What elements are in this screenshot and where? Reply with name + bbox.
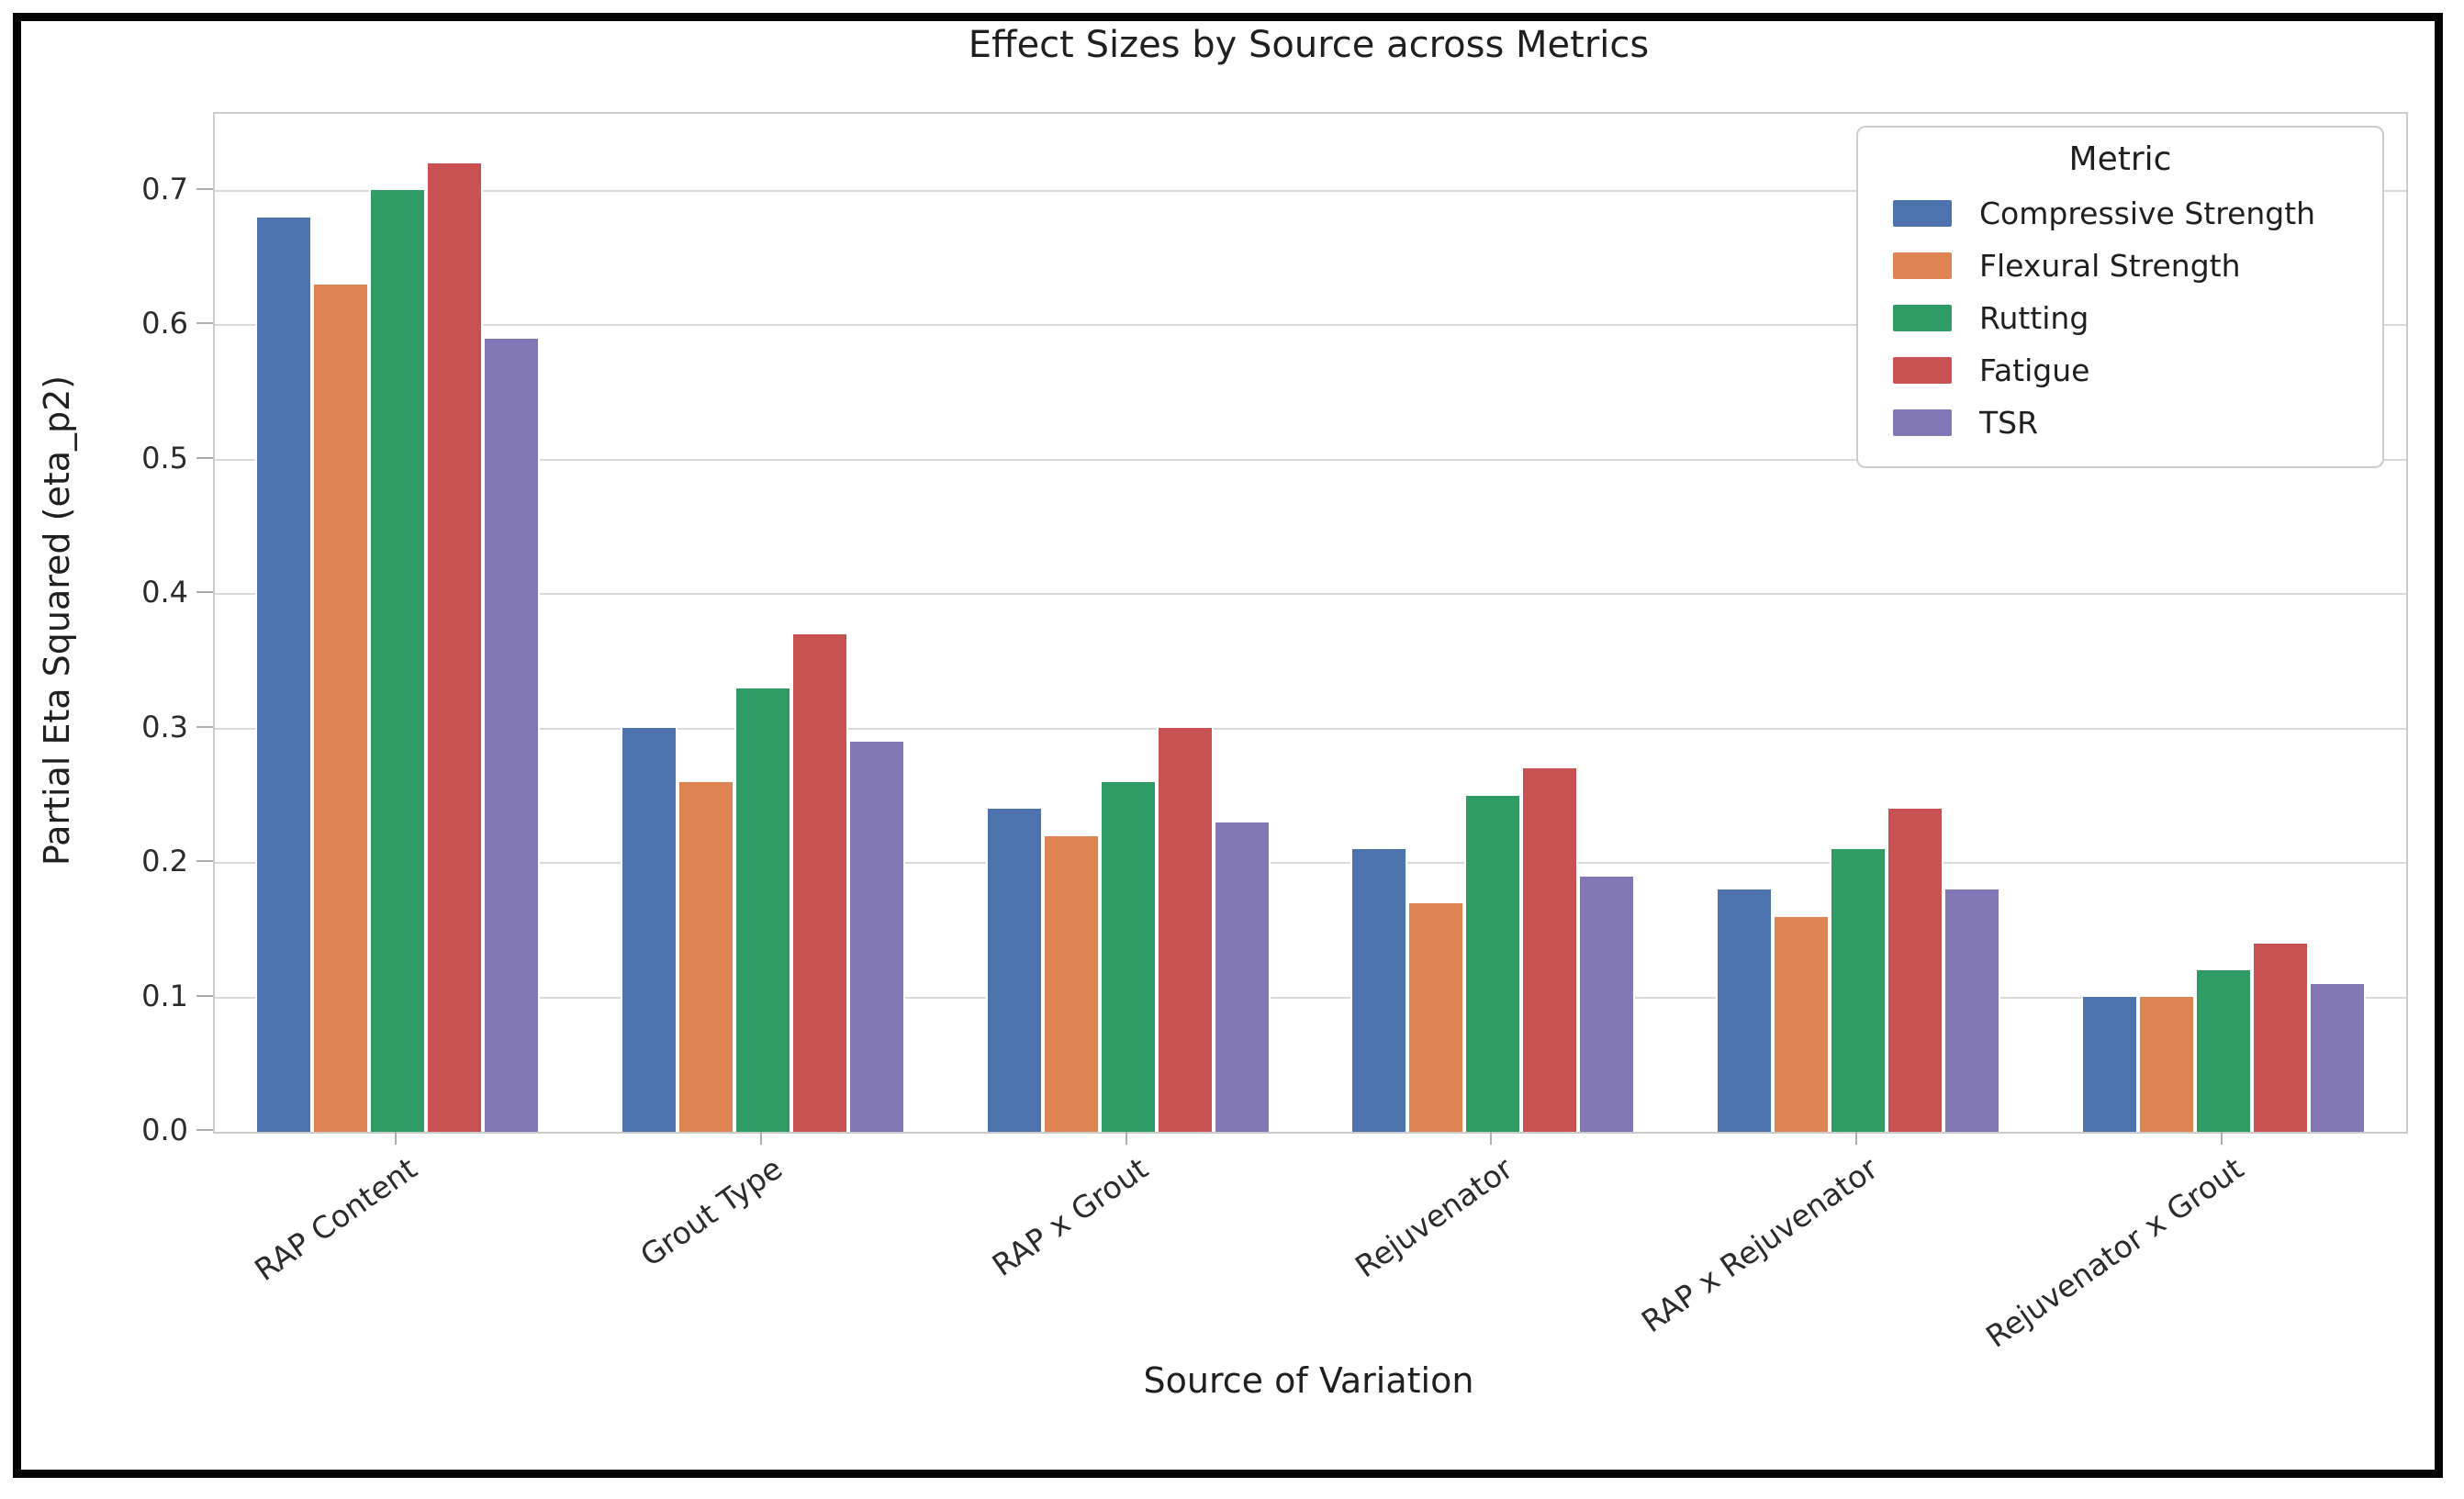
legend-item-compressive-strength: Compressive Strength: [1858, 187, 2382, 240]
y-tick-mark-0.0: [196, 1129, 213, 1131]
gridline-0.1: [215, 996, 2406, 999]
y-tick-label-0.5: 0.5: [141, 440, 188, 475]
x-tick-mark-rap-content: [394, 1132, 397, 1145]
gridline-0.6: [215, 324, 2406, 326]
legend-label-rutting: Rutting: [1979, 300, 2089, 336]
gridline-0.2: [215, 862, 2406, 864]
y-tick-mark-0.4: [196, 591, 213, 593]
bar-tsr-rejuvenator-x-grout: [2309, 984, 2367, 1132]
x-tick-mark-grout-type: [759, 1132, 762, 1145]
bar-flexural-strength-grout-type: [677, 782, 734, 1132]
y-axis-title-text: Partial Eta Squared (eta_p2): [37, 375, 77, 867]
bar-flexural-strength-rap-x-rejuvenator: [1773, 917, 1831, 1132]
bar-fatigue-rejuvenator-x-grout: [2252, 944, 2310, 1132]
legend-item-fatigue: Fatigue: [1858, 344, 2382, 397]
bar-rutting-rejuvenator: [1464, 796, 1522, 1132]
bar-tsr-rap-content: [482, 339, 540, 1132]
y-tick-label-0.7: 0.7: [141, 171, 188, 207]
legend: Metric Compressive Strength Flexural Stre…: [1856, 126, 2384, 468]
x-tick-mark-rejuvenator: [1490, 1132, 1493, 1145]
bar-tsr-rap-x-rejuvenator: [1943, 889, 2001, 1132]
bar-rutting-rejuvenator-x-grout: [2195, 970, 2253, 1132]
bar-rutting-rap-x-rejuvenator: [1830, 849, 1887, 1132]
y-tick-mark-0.5: [196, 456, 213, 459]
legend-label-flexural-strength: Flexural Strength: [1979, 248, 2241, 284]
bar-compressive-strength-rejuvenator: [1350, 849, 1408, 1132]
bar-group-rejuvenator-x-grout: [2081, 944, 2367, 1132]
y-tick-label-0.3: 0.3: [141, 709, 188, 744]
legend-items: Compressive Strength Flexural Strength Rut…: [1858, 187, 2382, 449]
legend-swatch-flexural-strength: [1893, 252, 1952, 279]
y-tick-label-0.0: 0.0: [141, 1113, 188, 1147]
y-tick-label-0.6: 0.6: [141, 306, 188, 341]
bar-fatigue-rap-x-grout: [1156, 728, 1214, 1132]
y-tick-mark-0.2: [196, 860, 213, 862]
x-axis-title: Source of Variation: [1143, 1360, 1474, 1401]
gridline-0.3: [215, 727, 2406, 730]
x-tick-mark-rap-x-grout: [1125, 1132, 1127, 1145]
y-tick-label-0.4: 0.4: [141, 575, 188, 610]
bar-compressive-strength-rejuvenator-x-grout: [2081, 997, 2139, 1132]
bar-group-rap-x-rejuvenator: [1716, 809, 2001, 1132]
legend-swatch-tsr: [1893, 409, 1952, 436]
legend-label-tsr: TSR: [1979, 405, 2039, 441]
legend-item-flexural-strength: Flexural Strength: [1858, 240, 2382, 292]
legend-label-compressive-strength: Compressive Strength: [1979, 196, 2316, 231]
y-tick-label-0.1: 0.1: [141, 978, 188, 1013]
bar-compressive-strength-rap-x-grout: [985, 809, 1043, 1132]
bar-fatigue-rap-content: [425, 163, 483, 1132]
legend-item-rutting: Rutting: [1858, 292, 2382, 344]
bar-compressive-strength-grout-type: [620, 728, 678, 1132]
gridline-0.7: [215, 189, 2406, 192]
bar-tsr-rap-x-grout: [1213, 822, 1271, 1132]
bar-flexural-strength-rap-content: [311, 285, 369, 1132]
gridline-0.5: [215, 458, 2406, 461]
legend-swatch-fatigue: [1893, 357, 1952, 384]
bar-rutting-rap-x-grout: [1099, 782, 1157, 1132]
legend-item-tsr: TSR: [1858, 397, 2382, 449]
y-tick-label-0.2: 0.2: [141, 844, 188, 878]
bar-rutting-grout-type: [734, 688, 791, 1132]
bar-flexural-strength-rejuvenator: [1407, 903, 1465, 1132]
legend-swatch-rutting: [1893, 305, 1952, 331]
legend-swatch-compressive-strength: [1893, 200, 1952, 227]
y-tick-mark-0.3: [196, 725, 213, 728]
x-tick-mark-rejuvenator-x-grout: [2221, 1132, 2223, 1145]
y-tick-mark-0.7: [196, 187, 213, 190]
bar-group-grout-type: [620, 634, 905, 1132]
chart-title: Effect Sizes by Source across Metrics: [968, 24, 1650, 66]
bar-tsr-grout-type: [847, 742, 905, 1132]
bar-compressive-strength-rap-x-rejuvenator: [1716, 889, 1774, 1132]
bar-flexural-strength-rap-x-grout: [1042, 836, 1100, 1132]
bar-group-rap-x-grout: [985, 728, 1271, 1132]
legend-title: Metric: [2068, 140, 2172, 178]
bar-compressive-strength-rap-content: [254, 218, 312, 1132]
bar-tsr-rejuvenator: [1578, 877, 1636, 1132]
y-tick-mark-0.1: [196, 994, 213, 997]
bar-flexural-strength-rejuvenator-x-grout: [2138, 997, 2196, 1132]
bar-fatigue-grout-type: [790, 634, 848, 1132]
bar-group-rap-content: [254, 163, 540, 1132]
x-tick-mark-rap-x-rejuvenator: [1855, 1132, 1858, 1145]
legend-label-fatigue: Fatigue: [1979, 352, 2090, 388]
bar-group-rejuvenator: [1350, 768, 1636, 1132]
bar-rutting-rap-content: [368, 190, 426, 1132]
gridline-0.4: [215, 593, 2406, 595]
bar-fatigue-rap-x-rejuvenator: [1887, 809, 1944, 1132]
y-tick-mark-0.6: [196, 322, 213, 324]
bar-fatigue-rejuvenator: [1521, 768, 1579, 1132]
